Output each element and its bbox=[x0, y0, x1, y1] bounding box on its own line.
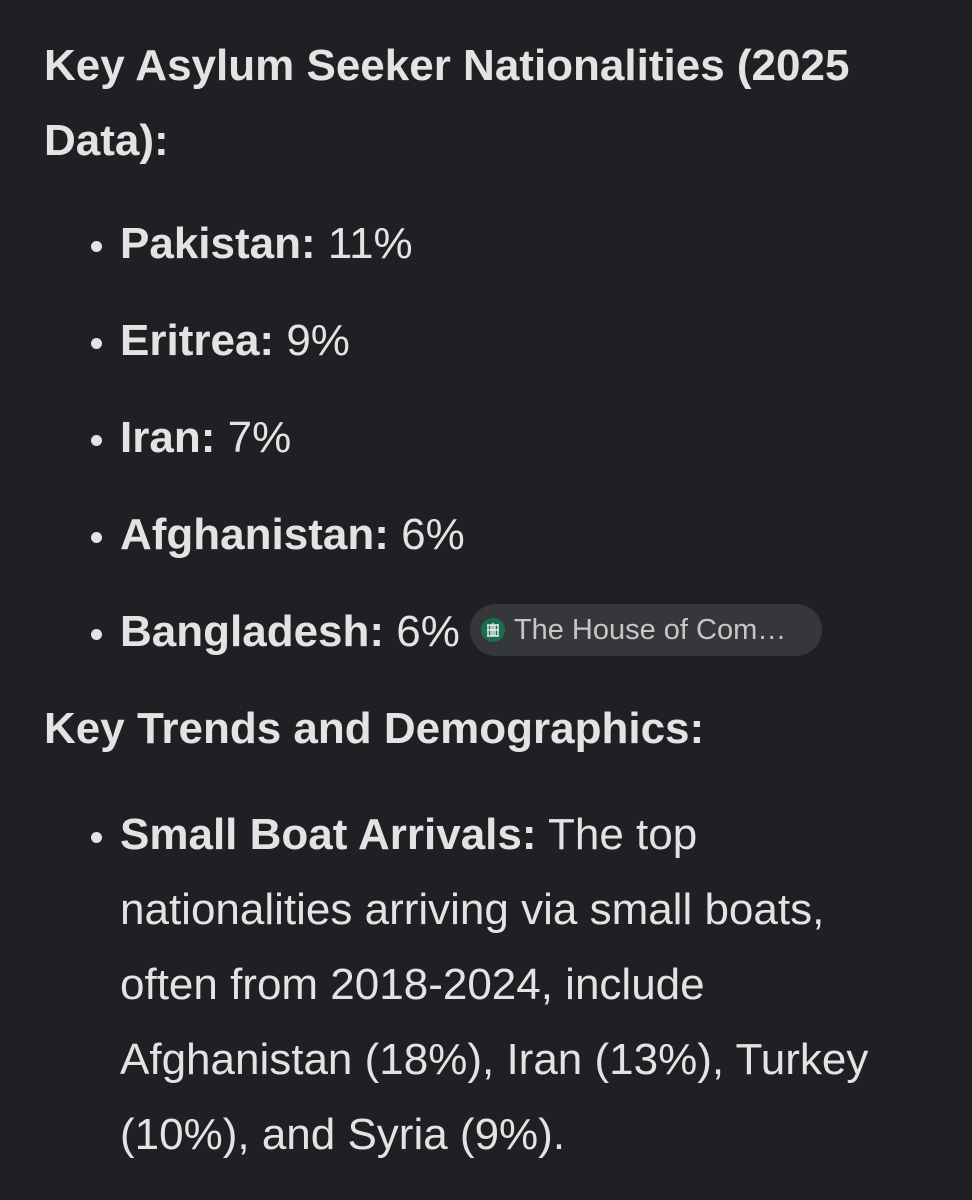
nationality-list: Pakistan: 11% Eritrea: 9% Iran: 7% Afgha… bbox=[44, 206, 928, 669]
item-label: Iran: bbox=[120, 413, 216, 462]
list-item: Iran: 7% bbox=[120, 400, 928, 475]
item-value: 7% bbox=[227, 413, 292, 462]
list-item: Pakistan: 11% bbox=[120, 206, 928, 281]
item-value: 11% bbox=[327, 219, 413, 268]
item-text: The top nationalities arriving via small… bbox=[120, 810, 869, 1159]
source-chip[interactable]: The House of Com… bbox=[469, 604, 823, 657]
source-icon bbox=[480, 618, 505, 643]
list-item: Small Boat Arrivals: The top nationaliti… bbox=[120, 797, 928, 1172]
item-label: Eritrea: bbox=[120, 316, 275, 365]
item-label: Afghanistan: bbox=[120, 510, 389, 559]
item-label: Pakistan: bbox=[120, 219, 316, 268]
list-item: Afghanistan: 6% bbox=[120, 497, 928, 572]
source-label: The House of Com… bbox=[513, 613, 787, 646]
item-label: Bangladesh: bbox=[120, 607, 385, 656]
item-value: 9% bbox=[286, 316, 350, 365]
heading: Key Trends and Demographics: bbox=[44, 704, 705, 753]
trend-list: Small Boat Arrivals: The top nationaliti… bbox=[44, 797, 928, 1172]
heading: Key Asylum Seeker Nationalities (2025 Da… bbox=[44, 41, 850, 165]
list-item: Bangladesh: 6% The House of Com… bbox=[120, 594, 928, 669]
item-value: 6% bbox=[401, 510, 465, 559]
list-item: Eritrea: 9% bbox=[120, 303, 928, 378]
item-value: 6% bbox=[396, 607, 460, 656]
item-label: Small Boat Arrivals: bbox=[120, 810, 537, 859]
